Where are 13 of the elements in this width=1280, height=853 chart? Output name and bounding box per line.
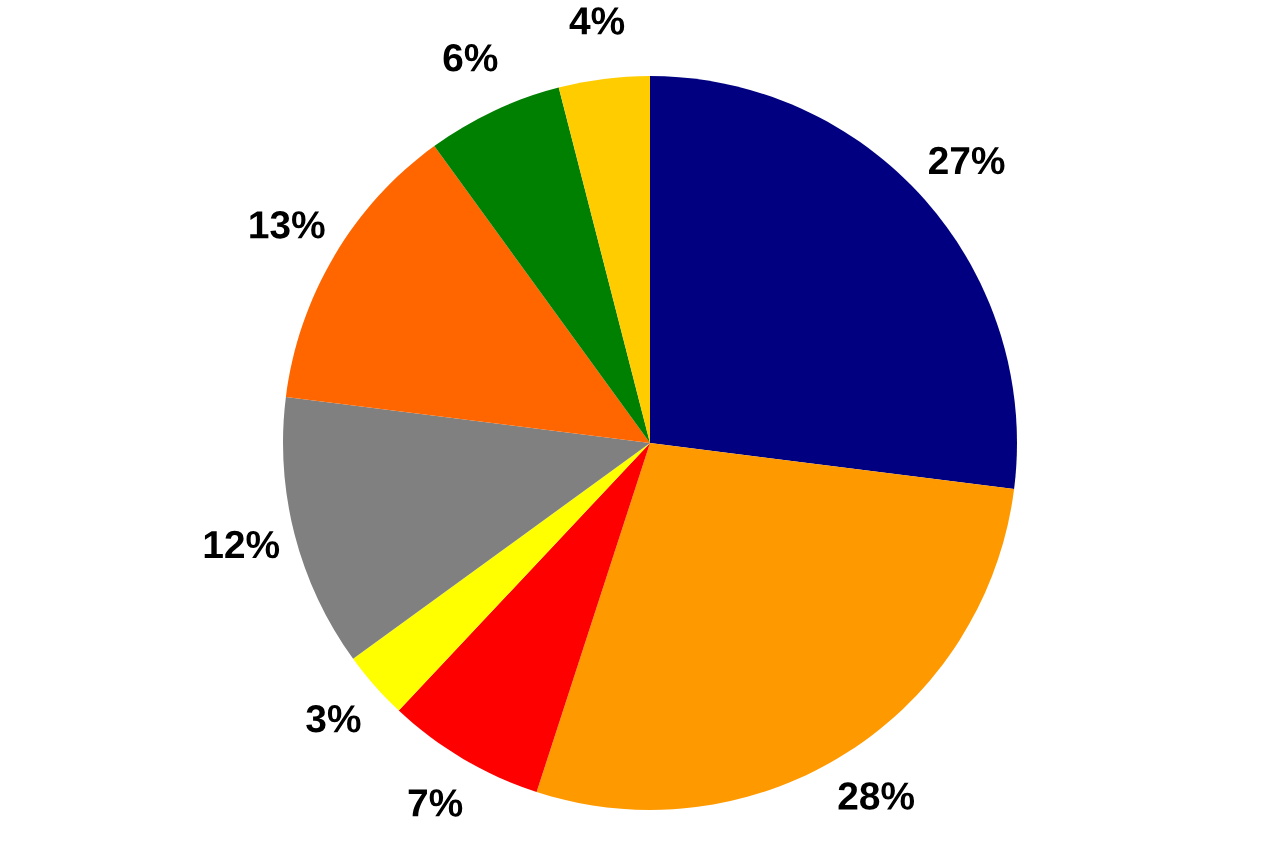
data-label: 12%: [204, 530, 280, 559]
pie-slice: [558, 76, 650, 443]
data-label: 3%: [306, 705, 361, 733]
pie-slice: [434, 87, 650, 443]
data-label: 7%: [408, 789, 463, 817]
data-label: 6%: [443, 44, 498, 72]
pie-slice: [536, 443, 1015, 810]
data-label: 4%: [569, 7, 625, 35]
pie-slice: [283, 397, 650, 659]
data-label: 13%: [250, 211, 325, 239]
data-label: 28%: [838, 782, 915, 810]
data-label: 27%: [929, 146, 1005, 175]
pie-slice: [650, 76, 1017, 489]
